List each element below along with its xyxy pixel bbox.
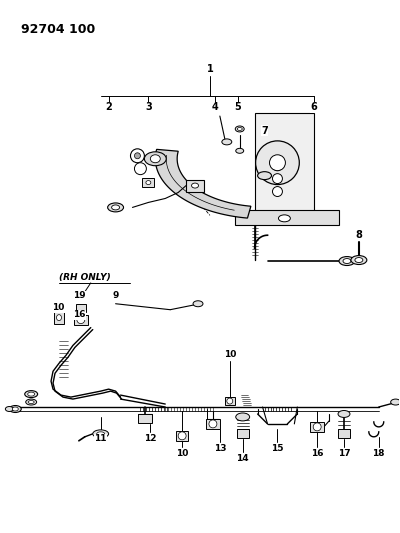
- Polygon shape: [155, 149, 251, 218]
- Circle shape: [134, 163, 146, 175]
- Text: 9: 9: [112, 292, 119, 300]
- Ellipse shape: [93, 430, 109, 438]
- Text: 4: 4: [212, 102, 218, 112]
- Ellipse shape: [9, 406, 21, 413]
- Ellipse shape: [150, 155, 160, 163]
- Ellipse shape: [5, 407, 13, 411]
- Text: 10: 10: [52, 303, 64, 312]
- Ellipse shape: [235, 126, 244, 132]
- Bar: [338, 430, 350, 438]
- Text: 14: 14: [236, 454, 249, 463]
- Circle shape: [256, 141, 299, 184]
- Text: 5: 5: [234, 102, 241, 112]
- Bar: [74, 314, 88, 325]
- Circle shape: [130, 149, 144, 163]
- Ellipse shape: [278, 215, 290, 222]
- Ellipse shape: [222, 139, 232, 145]
- Circle shape: [272, 161, 282, 171]
- Bar: [237, 430, 249, 438]
- Text: 7: 7: [261, 126, 268, 136]
- Polygon shape: [255, 113, 314, 220]
- Bar: [206, 419, 220, 429]
- Ellipse shape: [12, 407, 18, 411]
- Ellipse shape: [339, 256, 355, 265]
- Circle shape: [178, 432, 186, 440]
- Text: 19: 19: [72, 292, 85, 300]
- Text: 10: 10: [176, 449, 188, 458]
- Circle shape: [272, 174, 282, 183]
- Text: (RH ONLY): (RH ONLY): [59, 273, 111, 282]
- Text: 16: 16: [311, 449, 324, 458]
- Text: 11: 11: [94, 434, 107, 443]
- Circle shape: [313, 423, 321, 431]
- Text: 2: 2: [105, 102, 112, 112]
- Ellipse shape: [56, 314, 62, 321]
- Bar: [54, 312, 64, 324]
- Circle shape: [134, 153, 140, 159]
- Circle shape: [227, 398, 233, 404]
- Bar: [142, 178, 154, 187]
- Bar: [76, 304, 86, 312]
- Ellipse shape: [108, 203, 124, 212]
- Text: 8: 8: [356, 230, 362, 240]
- Ellipse shape: [355, 257, 363, 263]
- Text: 17: 17: [338, 449, 350, 458]
- Ellipse shape: [258, 172, 272, 180]
- Ellipse shape: [28, 401, 34, 403]
- Text: 12: 12: [144, 434, 156, 443]
- Ellipse shape: [236, 413, 250, 421]
- Ellipse shape: [28, 392, 35, 396]
- Text: 6: 6: [311, 102, 318, 112]
- Circle shape: [272, 187, 282, 197]
- Bar: [310, 422, 324, 432]
- Ellipse shape: [26, 399, 37, 405]
- Text: 16: 16: [72, 310, 85, 319]
- Text: 10: 10: [224, 350, 236, 359]
- Ellipse shape: [338, 410, 350, 417]
- Text: 13: 13: [214, 444, 226, 453]
- Circle shape: [77, 316, 85, 324]
- Circle shape: [209, 420, 217, 428]
- Ellipse shape: [343, 259, 351, 263]
- Text: 3: 3: [145, 102, 152, 112]
- Bar: [138, 415, 152, 423]
- Ellipse shape: [193, 301, 203, 306]
- Bar: [225, 397, 235, 405]
- Text: 18: 18: [372, 449, 385, 458]
- Text: 92704 100: 92704 100: [21, 23, 96, 36]
- Polygon shape: [235, 211, 339, 225]
- Ellipse shape: [112, 205, 120, 210]
- Ellipse shape: [25, 391, 38, 398]
- Ellipse shape: [391, 399, 400, 405]
- Ellipse shape: [351, 256, 367, 264]
- Circle shape: [270, 155, 286, 171]
- Text: 1: 1: [206, 64, 213, 75]
- Text: 15: 15: [271, 444, 284, 453]
- Ellipse shape: [236, 148, 244, 154]
- Ellipse shape: [237, 127, 242, 131]
- Ellipse shape: [97, 432, 105, 436]
- Bar: [176, 431, 188, 441]
- Ellipse shape: [144, 152, 166, 166]
- Bar: [186, 180, 204, 191]
- Ellipse shape: [146, 181, 151, 184]
- Ellipse shape: [192, 183, 198, 188]
